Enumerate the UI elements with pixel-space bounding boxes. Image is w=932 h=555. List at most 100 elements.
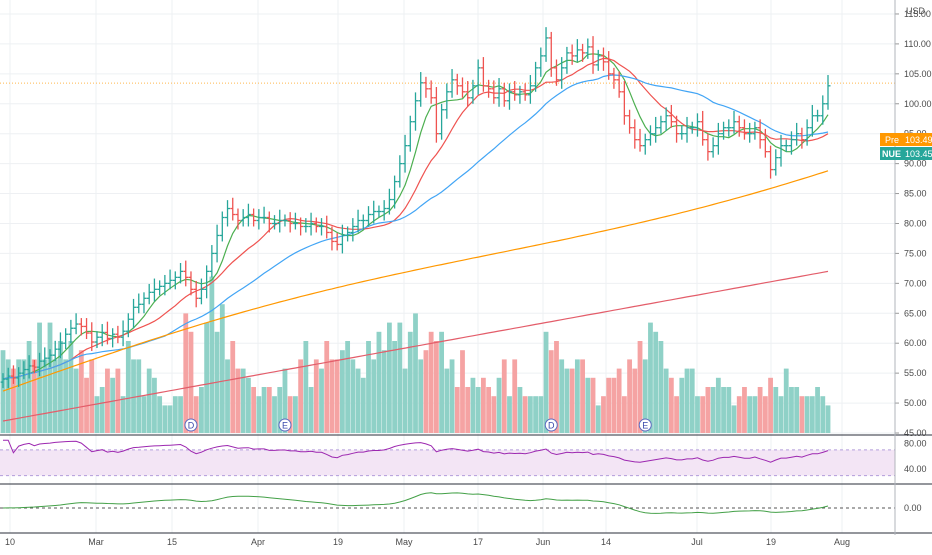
price-candle bbox=[167, 269, 173, 290]
volume-bar bbox=[548, 350, 554, 433]
volume-bar bbox=[334, 359, 340, 433]
volume-bar bbox=[517, 387, 523, 433]
volume-bar bbox=[162, 405, 168, 433]
price-candle bbox=[533, 61, 539, 92]
price-candle bbox=[178, 262, 184, 284]
price-candle bbox=[21, 361, 27, 380]
price-candle bbox=[324, 215, 330, 239]
price-candle bbox=[752, 121, 758, 140]
price-candle bbox=[721, 121, 727, 140]
price-candle bbox=[298, 217, 304, 236]
price-candle bbox=[256, 209, 262, 230]
price-candle bbox=[627, 109, 633, 134]
ticker-badge-bg bbox=[880, 147, 932, 160]
volume-bar bbox=[554, 341, 559, 433]
volume-bar bbox=[397, 322, 403, 433]
volume-bar bbox=[219, 304, 225, 433]
price-candle bbox=[465, 81, 471, 107]
ma-fast-line bbox=[2, 53, 829, 380]
volume-bar bbox=[58, 341, 63, 433]
volume-bar bbox=[700, 396, 706, 433]
volume-bar bbox=[287, 396, 293, 433]
volume-bar bbox=[679, 377, 685, 433]
event-marker: D bbox=[544, 418, 558, 432]
price-candle bbox=[360, 214, 366, 230]
price-candle bbox=[188, 271, 194, 296]
price-badges: Pre 103.49 NUE 103.45 bbox=[880, 133, 932, 160]
price-candle bbox=[10, 365, 16, 384]
volume-bar bbox=[324, 341, 330, 433]
volume-bar bbox=[183, 313, 189, 433]
volume-bar bbox=[308, 387, 314, 433]
price-candle bbox=[104, 321, 110, 345]
volume-bar bbox=[16, 359, 22, 433]
volume-bar bbox=[282, 368, 288, 433]
volume-bar bbox=[815, 387, 820, 433]
x-tick-label: Apr bbox=[251, 537, 265, 547]
price-candle bbox=[282, 214, 288, 227]
volume-bar bbox=[376, 331, 382, 433]
price-candle bbox=[637, 128, 643, 152]
price-candle bbox=[621, 81, 627, 125]
volume-bar bbox=[663, 368, 669, 433]
volume-bar bbox=[684, 368, 690, 433]
volume-bar bbox=[444, 368, 450, 433]
volume-bar bbox=[329, 359, 335, 433]
event-marker: E bbox=[278, 418, 292, 432]
price-candle bbox=[287, 212, 293, 233]
volume-bar bbox=[543, 331, 549, 433]
price-tick-label: 75.00 bbox=[904, 248, 927, 258]
volume-bar bbox=[580, 359, 585, 433]
volume-bar bbox=[778, 396, 784, 433]
price-tick-label: 80.00 bbox=[904, 218, 927, 228]
event-marker: E bbox=[638, 418, 652, 432]
price-candle bbox=[788, 131, 794, 155]
price-candle bbox=[63, 328, 69, 350]
volume-bar bbox=[752, 396, 758, 433]
price-candle bbox=[799, 127, 805, 149]
volume-bar bbox=[131, 359, 136, 433]
rsi-tick-label: 40.00 bbox=[904, 464, 927, 474]
volume-bar bbox=[475, 387, 481, 433]
volume-bar bbox=[110, 377, 116, 433]
price-tick-label: 55.00 bbox=[904, 368, 927, 378]
price-candle bbox=[741, 119, 747, 140]
price-candle bbox=[632, 119, 638, 149]
volume-bar bbox=[601, 396, 606, 433]
event-marker: D bbox=[184, 418, 198, 432]
volume-bar bbox=[199, 387, 204, 433]
rsi-line bbox=[3, 439, 829, 463]
price-candle bbox=[768, 145, 774, 179]
price-candle bbox=[94, 331, 100, 348]
volume-bar bbox=[366, 341, 371, 433]
price-candle bbox=[815, 109, 821, 122]
ticker-badge-label: NUE bbox=[882, 149, 901, 159]
price-candle bbox=[459, 77, 465, 98]
price-candle bbox=[99, 324, 105, 347]
volume-bar bbox=[522, 396, 528, 433]
rsi-pane bbox=[3, 439, 829, 463]
volume-bar bbox=[470, 377, 476, 433]
price-tick-label: 70.00 bbox=[904, 278, 927, 288]
volume-bar bbox=[574, 359, 580, 433]
volume-bar bbox=[120, 396, 126, 433]
volume-bar bbox=[439, 331, 445, 433]
volume-bar bbox=[674, 396, 679, 433]
volume-bar bbox=[637, 341, 643, 433]
volume-bar bbox=[261, 387, 267, 433]
volume-bar bbox=[454, 387, 460, 433]
x-tick-label: Jul bbox=[691, 537, 703, 547]
volume-bar bbox=[621, 396, 627, 433]
price-candle bbox=[527, 75, 533, 104]
volume-bar bbox=[491, 396, 497, 433]
event-marker-circle bbox=[638, 418, 652, 432]
price-candle bbox=[392, 175, 398, 209]
volume-bar bbox=[512, 359, 518, 433]
volume-bar bbox=[157, 396, 163, 433]
volume-bar bbox=[606, 377, 612, 433]
volume-bar bbox=[172, 396, 178, 433]
price-candle bbox=[762, 128, 768, 158]
volume-bar bbox=[423, 350, 429, 433]
price-candle bbox=[668, 104, 674, 128]
volume-bar bbox=[611, 377, 617, 433]
